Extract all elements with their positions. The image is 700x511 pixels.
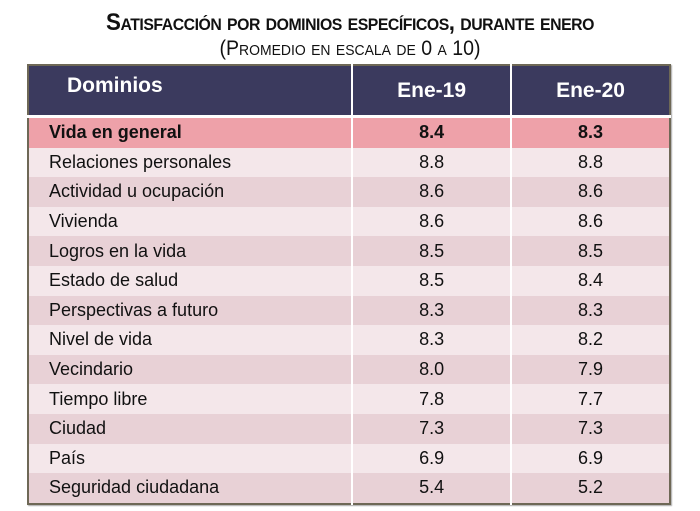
table-row: Actividad u ocupación 8.6 8.6	[28, 177, 670, 207]
table-row: Logros en la vida 8.5 8.5	[28, 236, 670, 266]
header-row: Dominios Ene-19 Ene-20	[28, 65, 670, 118]
ene-20-cell: 8.6	[511, 206, 670, 237]
table-row: Ciudad 7.3 7.3	[28, 413, 670, 444]
domain-cell: Vivienda	[28, 206, 354, 237]
ene-20-cell: 8.3	[511, 116, 670, 148]
domain-cell: Tiempo libre	[28, 384, 354, 414]
ene-19-cell: 8.3	[352, 325, 513, 355]
ene-20-cell: 5.2	[511, 473, 670, 504]
table-subtitle: (Promedio en escala de 0 a 10)	[219, 37, 481, 60]
domain-cell: País	[28, 443, 354, 474]
satisfaction-table: Dominios Ene-19 Ene-20 Vida en general 8.…	[27, 64, 671, 505]
table-row: Nivel de vida 8.3 8.2	[28, 325, 670, 355]
table-row: Vecindario 8.0 7.9	[28, 354, 670, 385]
ene-20-cell: 6.9	[511, 443, 670, 474]
ene-19-cell: 8.8	[352, 147, 513, 178]
ene-19-cell: 7.8	[352, 384, 513, 414]
ene-20-cell: 7.7	[511, 384, 670, 414]
domain-cell: Estado de salud	[28, 265, 354, 296]
table-row: País 6.9 6.9	[28, 443, 670, 474]
domain-cell: Nivel de vida	[28, 325, 354, 355]
ene-20-cell: 8.6	[511, 177, 670, 207]
table-row: Perspectivas a futuro 8.3 8.3	[28, 295, 670, 326]
ene-20-cell: 8.8	[511, 147, 670, 178]
domain-cell: Perspectivas a futuro	[28, 295, 354, 326]
ene-19-cell: 8.6	[352, 206, 513, 237]
ene-19-cell: 8.4	[352, 116, 513, 148]
domain-cell: Relaciones personales	[28, 147, 354, 178]
ene-20-cell: 8.2	[511, 325, 670, 355]
ene-19-cell: 8.5	[352, 265, 513, 296]
domain-cell: Ciudad	[28, 413, 354, 444]
table-row: Seguridad ciudadana 5.4 5.2	[28, 473, 670, 504]
ene-19-cell: 8.5	[352, 236, 513, 266]
ene-19-cell: 8.0	[352, 354, 513, 385]
ene-20-cell: 8.5	[511, 236, 670, 266]
domain-cell: Logros en la vida	[28, 236, 354, 266]
ene-19-cell: 8.6	[352, 177, 513, 207]
header-ene-20: Ene-20	[511, 65, 670, 118]
domain-cell: Vecindario	[28, 354, 354, 385]
ene-20-cell: 7.9	[511, 354, 670, 385]
table-row: Estado de salud 8.5 8.4	[28, 265, 670, 296]
table-row: Vivienda 8.6 8.6	[28, 206, 670, 237]
ene-19-cell: 5.4	[352, 473, 513, 504]
header-ene-19: Ene-19	[352, 65, 513, 118]
domain-cell: Actividad u ocupación	[28, 177, 354, 207]
ene-19-cell: 6.9	[352, 443, 513, 474]
domain-cell: Seguridad ciudadana	[28, 473, 354, 504]
table-title: Satisfacción por dominios específicos, d…	[106, 9, 594, 36]
highlight-row: Vida en general 8.4 8.3	[28, 116, 670, 148]
table-row: Tiempo libre 7.8 7.7	[28, 384, 670, 414]
ene-20-cell: 8.4	[511, 265, 670, 296]
ene-19-cell: 8.3	[352, 295, 513, 326]
ene-19-cell: 7.3	[352, 413, 513, 444]
ene-20-cell: 7.3	[511, 413, 670, 444]
ene-20-cell: 8.3	[511, 295, 670, 326]
domain-cell: Vida en general	[28, 116, 354, 148]
header-dominios: Dominios	[28, 65, 354, 118]
table-row: Relaciones personales 8.8 8.8	[28, 147, 670, 178]
